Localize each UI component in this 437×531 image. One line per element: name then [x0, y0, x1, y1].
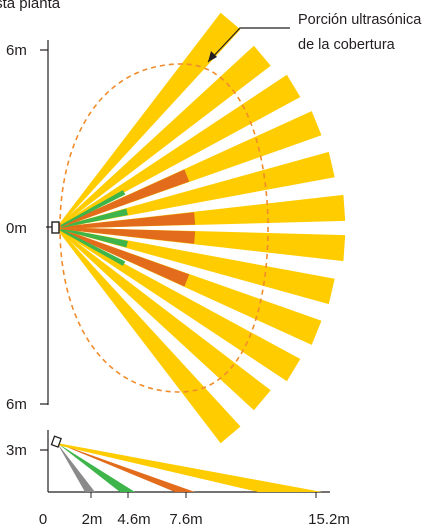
x-label-4.6m: 4.6m: [117, 511, 150, 528]
y-label-6m-bottom: 6m: [6, 396, 27, 413]
y-label-6m-top: 6m: [6, 42, 27, 59]
side-beam-15.2m: [57, 443, 322, 492]
beam-11: [56, 45, 271, 229]
y-label-3m: 3m: [6, 442, 27, 459]
beam-1: [56, 227, 241, 444]
beam-2: [56, 227, 271, 411]
annotation-leader: [207, 27, 290, 63]
fan-beams: [56, 12, 346, 444]
top-view: Vista planta 6m 0m 6m Porción ultrasónic…: [0, 0, 422, 444]
x-label-0: 0: [39, 511, 47, 528]
beam-7-inner: [56, 212, 196, 229]
side-beam-7.6m: [57, 443, 195, 492]
x-label-2m: 2m: [82, 511, 103, 528]
ultrasonic-coverage-outline: [59, 63, 269, 393]
side-beam-4.6m: [57, 443, 135, 492]
annotation-line-1: Porción ultrasónica: [298, 12, 422, 28]
beam-12: [56, 12, 241, 229]
annotation-line-2: de la cobertura: [298, 37, 396, 53]
beam-6-inner: [56, 227, 196, 244]
top-view-title: Vista planta: [0, 0, 61, 12]
x-label-7.6m: 7.6m: [169, 511, 202, 528]
x-label-15.2m: 15.2m: [308, 511, 350, 528]
beam-5-inner: [56, 227, 128, 248]
short-beam-1: [56, 227, 126, 266]
side-beam-2m: [57, 443, 95, 492]
beam-9-inner: [56, 169, 190, 229]
y-label-0m: 0m: [6, 220, 27, 237]
beam-3: [56, 227, 301, 382]
beam-8-inner: [56, 208, 128, 229]
sensor-icon: [51, 221, 60, 234]
short-beam-2: [56, 190, 126, 229]
annotation-arrowhead: [208, 51, 217, 62]
beam-10: [56, 74, 301, 229]
side-sensor-icon: [50, 435, 62, 448]
beam-4-inner: [56, 227, 190, 287]
side-view: 3m 0 2m 4.6m 7.6m 15.2m: [6, 430, 350, 528]
